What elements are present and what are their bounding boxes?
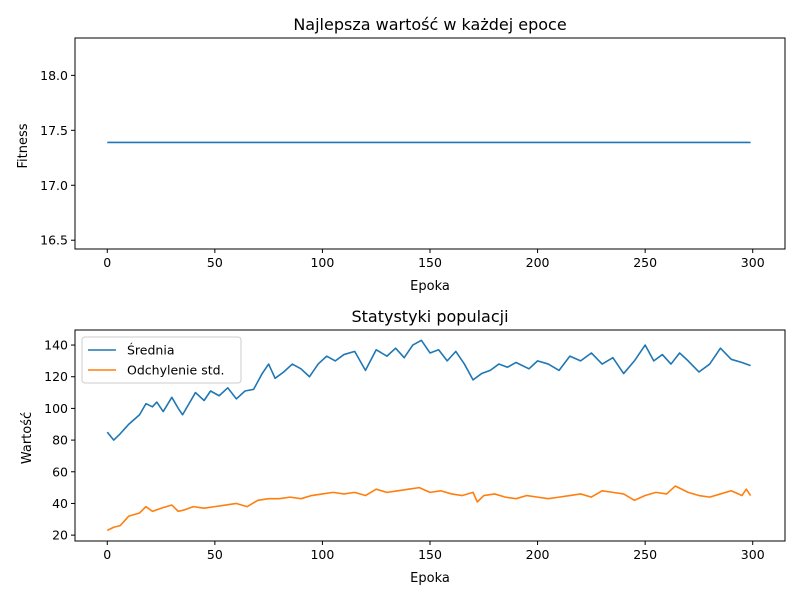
legend-label-srednia: Średnia [127,343,174,358]
bottom-x-tick-label: 0 [103,547,111,562]
top-y-tick-label: 17.0 [40,178,68,193]
top-x-tick-label: 100 [310,255,334,270]
bottom-x-tick-label: 150 [418,547,442,562]
bottom-y-tick-label: 140 [44,338,68,353]
bottom-x-tick-label: 100 [310,547,334,562]
top-chart-title: Najlepsza wartość w każdej epoce [293,15,566,34]
top-y-axis-label: Fitness [16,123,31,168]
top-subplot: Najlepsza wartość w każdej epoce Epoka F… [16,15,786,294]
bottom-y-tick-label: 100 [44,401,68,416]
top-x-tick-label: 150 [418,255,442,270]
bottom-y-tick-label: 20 [52,528,68,543]
bottom-series-line-0 [106,339,751,441]
bottom-y-axis-label: Wartość [20,412,35,464]
bottom-y-tick-label: 60 [52,464,68,479]
top-y-tick-label: 18.0 [40,68,68,83]
top-x-tick-label: 250 [633,255,657,270]
bottom-x-tick-label: 300 [741,547,765,562]
bottom-x-tick-label: 250 [633,547,657,562]
top-y-tick-label: 17.5 [40,123,68,138]
bottom-x-tick-label: 200 [526,547,550,562]
top-x-tick-label: 200 [526,255,550,270]
top-y-tick-label: 16.5 [40,233,68,248]
bottom-x-tick-label: 50 [207,547,223,562]
top-axes-frame [74,37,786,250]
legend: Średnia Odchylenie std. [81,336,242,384]
bottom-y-tick-label: 80 [52,433,68,448]
bottom-axis-ticks: 0 50 100 150 200 250 300 20 40 60 80 100 120 140 [44,338,765,562]
bottom-y-tick-label: 40 [52,496,68,511]
bottom-plot-lines [106,339,752,532]
bottom-axes-frame [74,329,786,542]
bottom-series-line-1 [106,485,752,532]
legend-label-odchylenie: Odchylenie std. [127,363,225,378]
top-x-tick-label: 50 [207,255,223,270]
bottom-chart-title: Statystyki populacji [351,307,508,326]
bottom-x-axis-label: Epoka [410,571,450,586]
top-axis-ticks: 0 50 100 150 200 250 300 16.5 17.0 17.5 18.0 [40,68,765,270]
legend-box [81,336,242,384]
top-x-axis-label: Epoka [410,279,450,294]
bottom-subplot: Statystyki populacji Epoka Wartość 0 50 10… [20,307,786,586]
top-x-tick-label: 300 [741,255,765,270]
top-x-tick-label: 0 [103,255,111,270]
bottom-y-tick-label: 120 [44,369,68,384]
